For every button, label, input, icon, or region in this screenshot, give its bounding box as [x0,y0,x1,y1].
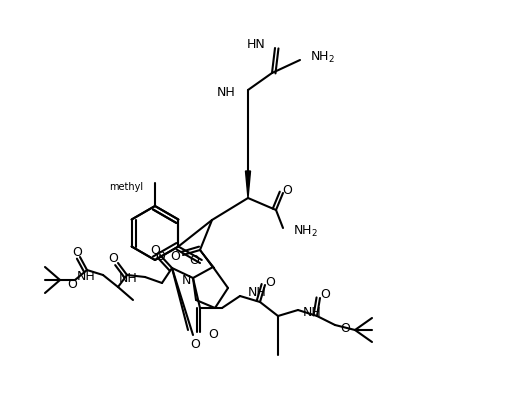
Text: O: O [67,279,77,291]
Text: N: N [181,273,190,286]
Text: NH$_2$: NH$_2$ [293,224,318,239]
Text: O: O [208,328,218,341]
Text: NH$_2$: NH$_2$ [310,49,335,64]
Polygon shape [245,171,251,198]
Text: NH: NH [217,86,236,98]
Polygon shape [200,250,214,268]
Text: O: O [108,251,118,264]
Text: O: O [282,184,292,197]
Text: O: O [320,288,330,302]
Text: NH: NH [118,273,137,286]
Text: O: O [340,322,350,335]
Text: O: O [189,253,199,266]
Text: O: O [190,339,200,352]
Text: O: O [72,246,82,259]
Text: methyl: methyl [109,182,143,192]
Text: O: O [170,251,180,264]
Text: O: O [150,244,160,257]
Text: NH: NH [248,286,267,299]
Text: O: O [265,275,275,288]
Text: HN: HN [246,38,265,51]
Text: O: O [155,251,165,264]
Text: NH: NH [76,271,95,284]
Text: NH: NH [303,306,322,319]
